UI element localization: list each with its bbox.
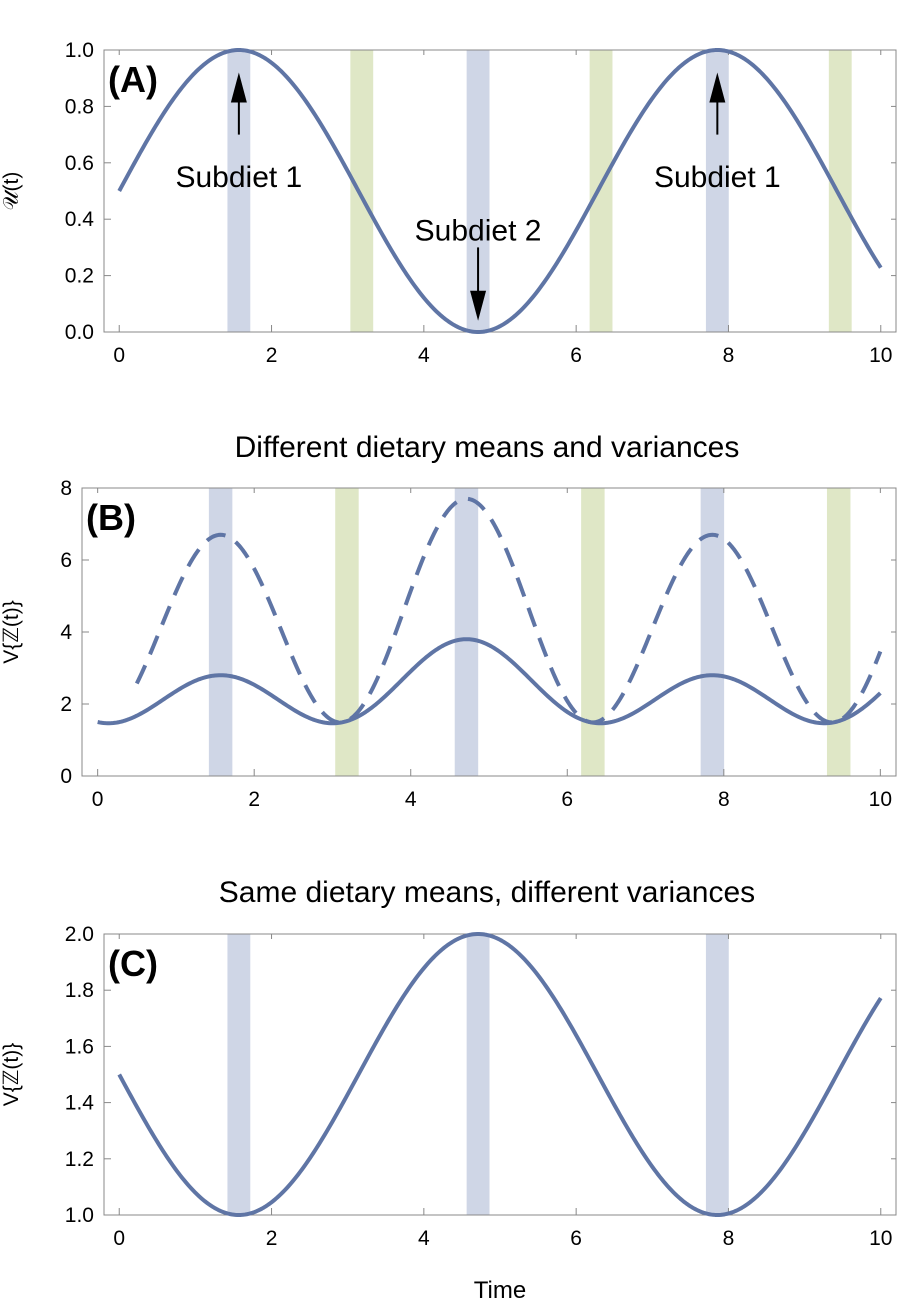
series-solid bbox=[117, 48, 883, 334]
x-tick-label: 0 bbox=[92, 788, 104, 811]
x-tick-label: 6 bbox=[570, 344, 582, 367]
x-tick-label: 8 bbox=[718, 788, 730, 811]
y-tick-label: 1.0 bbox=[65, 1204, 94, 1227]
panel-label: (B) bbox=[86, 497, 136, 538]
annotation-label: Subdiet 1 bbox=[654, 161, 781, 194]
annotation-arrow-head bbox=[230, 72, 247, 103]
series-solid bbox=[117, 932, 883, 1217]
x-tick-label: 2 bbox=[266, 344, 278, 367]
band-blue-0 bbox=[227, 934, 251, 1215]
panel-a: 0 2 4 6 8 10 0.0 0.2 0.4 0.6 0.8 1.0 𝒰(t) (A) Subdiet … bbox=[0, 39, 897, 367]
band-green-0 bbox=[350, 50, 374, 332]
x-tick-label: 2 bbox=[248, 788, 260, 811]
y-tick-label: 6 bbox=[60, 549, 72, 572]
x-tick-label: 10 bbox=[869, 344, 892, 367]
y-tick-label: 2 bbox=[60, 693, 72, 716]
band-green-0 bbox=[335, 488, 359, 776]
annotation-arrow-head bbox=[470, 290, 487, 321]
band-blue-2 bbox=[705, 50, 729, 332]
y-tick-label: 1.2 bbox=[65, 1148, 94, 1171]
band-blue-1 bbox=[466, 50, 490, 332]
y-tick-label: 0.8 bbox=[65, 95, 94, 118]
band-blue-0 bbox=[227, 50, 251, 332]
y-axis-title: 𝒰(t) bbox=[0, 172, 23, 211]
band-blue-2 bbox=[700, 488, 725, 776]
y-tick-label: 0.2 bbox=[65, 265, 94, 288]
x-tick-label: 8 bbox=[723, 1227, 735, 1250]
band-blue-2 bbox=[705, 934, 729, 1215]
band-green-1 bbox=[589, 50, 613, 332]
y-tick-label: 2.0 bbox=[65, 923, 94, 946]
chart-title: Same dietary means, different variances bbox=[219, 876, 755, 909]
chart-title: Different dietary means and variances bbox=[235, 431, 740, 464]
y-tick-label: 8 bbox=[60, 477, 72, 500]
y-tick-label: 0.4 bbox=[65, 208, 95, 231]
annotation-arrow-head bbox=[709, 72, 726, 103]
y-tick-label: 0.6 bbox=[65, 152, 94, 175]
x-tick-label: 4 bbox=[405, 788, 417, 811]
y-tick-label: 1.8 bbox=[65, 979, 94, 1002]
band-blue-1 bbox=[466, 934, 490, 1215]
band-green-2 bbox=[828, 50, 852, 332]
y-tick-label: 1.0 bbox=[65, 39, 94, 62]
x-tick-label: 10 bbox=[869, 1227, 892, 1250]
x-tick-label: 6 bbox=[570, 1227, 582, 1250]
band-blue-1 bbox=[454, 488, 479, 776]
x-tick-label: 2 bbox=[266, 1227, 278, 1250]
panel-c: 0 2 4 6 8 10 1.0 1.2 1.4 1.6 1.8 2.0 V{ℤ(t)} Same die… bbox=[0, 876, 897, 1250]
x-tick-label: 8 bbox=[723, 344, 735, 367]
y-tick-label: 0 bbox=[60, 765, 72, 788]
band-green-1 bbox=[581, 488, 605, 776]
x-tick-label: 4 bbox=[418, 1227, 430, 1250]
y-tick-label: 1.6 bbox=[65, 1035, 94, 1058]
y-tick-label: 0.0 bbox=[65, 321, 94, 344]
y-axis-title: V{ℤ(t)} bbox=[0, 600, 23, 664]
x-tick-label: 0 bbox=[113, 344, 125, 367]
y-axis-title: V{ℤ(t)} bbox=[0, 1043, 23, 1107]
y-tick-label: 4 bbox=[60, 621, 72, 644]
x-tick-label: 0 bbox=[113, 1227, 125, 1250]
x-tick-label: 6 bbox=[561, 788, 573, 811]
x-tick-label: 4 bbox=[418, 344, 430, 367]
y-tick-label: 1.4 bbox=[65, 1092, 95, 1115]
series-solid bbox=[97, 637, 882, 726]
series-dashed bbox=[134, 496, 883, 725]
band-green-2 bbox=[826, 488, 851, 776]
panel-label: (A) bbox=[108, 59, 158, 100]
band-blue-0 bbox=[208, 488, 233, 776]
annotation-label: Subdiet 2 bbox=[415, 214, 542, 247]
x-axis-title: Time bbox=[474, 1277, 526, 1304]
panel-b: 0 2 4 6 8 10 0 2 4 6 8 V{ℤ(t)} Different dietary mea… bbox=[0, 431, 897, 811]
plot-frame bbox=[103, 49, 897, 333]
plot-frame bbox=[103, 933, 897, 1216]
annotation-label: Subdiet 1 bbox=[175, 161, 302, 194]
x-tick-label: 10 bbox=[869, 788, 892, 811]
panel-label: (C) bbox=[108, 943, 158, 984]
